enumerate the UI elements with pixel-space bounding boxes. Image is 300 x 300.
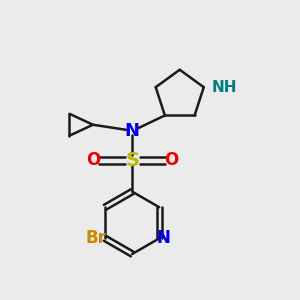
Text: O: O xyxy=(164,152,178,169)
Text: N: N xyxy=(156,230,170,247)
Text: Br: Br xyxy=(85,230,106,247)
Text: N: N xyxy=(125,122,140,140)
Text: NH: NH xyxy=(211,80,237,95)
Text: S: S xyxy=(125,151,139,170)
Text: O: O xyxy=(86,152,101,169)
